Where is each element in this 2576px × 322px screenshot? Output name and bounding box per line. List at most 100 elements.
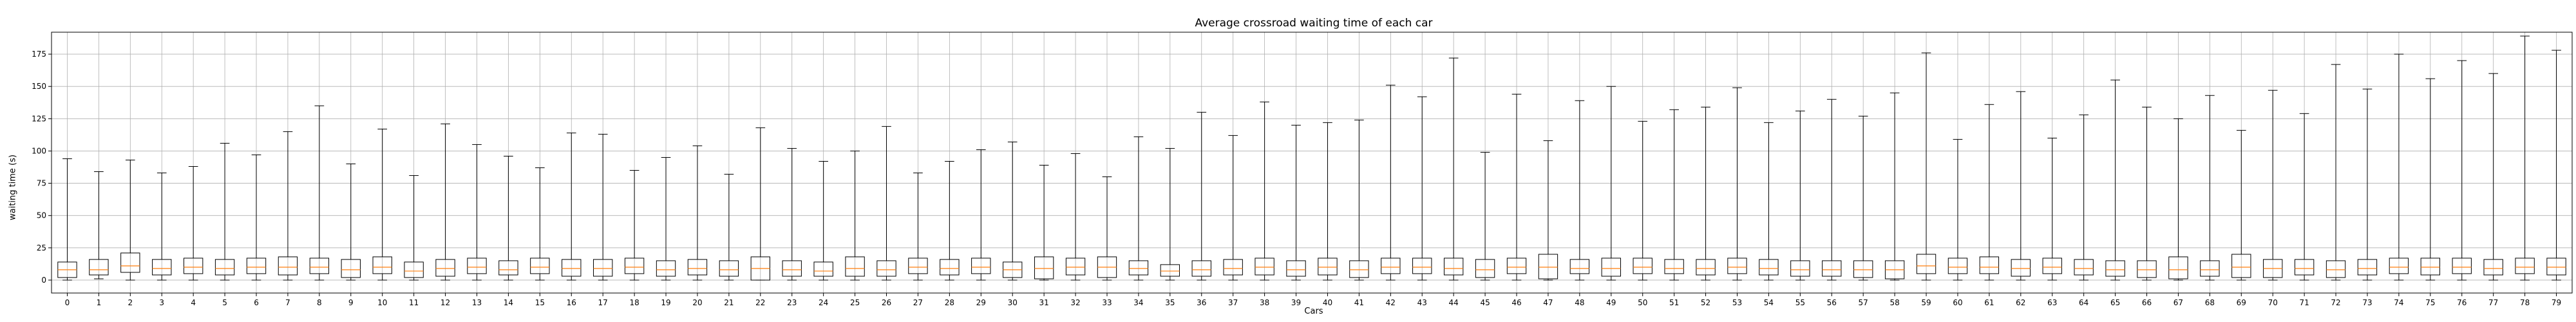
x-tick-label: 20 [692,298,702,307]
x-tick-label: 79 [2552,298,2561,307]
x-tick-label: 27 [913,298,923,307]
x-tick-label: 3 [159,298,164,307]
x-tick-label: 69 [2237,298,2246,307]
x-tick-label: 19 [661,298,670,307]
x-tick-label: 68 [2205,298,2215,307]
box [120,252,140,273]
box [183,258,204,274]
box [2294,259,2315,276]
x-tick-label: 14 [504,298,513,307]
x-tick-label: 38 [1260,298,1269,307]
x-tick-label: 57 [1859,298,1868,307]
box [1128,260,1149,276]
x-tick-label: 37 [1228,298,1238,307]
x-tick-label: 8 [317,298,322,307]
box [562,259,582,277]
box [309,258,330,274]
box [2200,260,2220,277]
x-tick-label: 25 [850,298,860,307]
y-tick-label: 25 [37,243,46,252]
y-tick-label: 125 [32,114,46,123]
y-tick-label: 150 [32,82,46,91]
x-tick-label: 76 [2457,298,2467,307]
box [498,260,518,276]
x-tick-label: 78 [2520,298,2530,307]
box [1349,260,1369,278]
x-tick-label: 31 [1039,298,1048,307]
box [1318,258,1338,276]
x-tick-label: 77 [2488,298,2498,307]
box [2325,260,2346,278]
x-tick-label: 45 [1480,298,1490,307]
x-tick-label: 4 [191,298,196,307]
x-tick-label: 24 [819,298,828,307]
box [1853,260,1873,278]
x-tick-label: 30 [1008,298,1018,307]
x-tick-label: 74 [2394,298,2403,307]
box [2515,258,2535,274]
x-tick-label: 50 [1638,298,1647,307]
x-tick-label: 36 [1197,298,1206,307]
box [1223,259,1243,276]
x-tick-label: 29 [976,298,986,307]
box [278,256,298,276]
x-tick-label: 63 [2047,298,2057,307]
box [782,260,802,277]
box [435,259,455,277]
box [1034,256,1054,279]
x-tick-label: 40 [1323,298,1332,307]
x-tick-label: 75 [2425,298,2435,307]
x-tick-label: 1 [97,298,102,307]
x-tick-label: 64 [2079,298,2088,307]
x-tick-label: 61 [1984,298,1994,307]
x-tick-label: 9 [348,298,354,307]
box [214,259,235,276]
box [152,259,172,276]
y-tick-label: 0 [41,276,46,285]
x-tick-label: 28 [945,298,954,307]
x-tick-label: 2 [128,298,133,307]
box [2546,258,2566,276]
box [656,260,676,277]
x-tick-label: 0 [65,298,70,307]
box [624,258,645,274]
x-tick-label: 5 [222,298,227,307]
x-tick-label: 23 [787,298,797,307]
x-tick-label: 65 [2110,298,2120,307]
box [687,259,708,276]
box [1664,259,1684,274]
x-tick-label: 49 [1606,298,1616,307]
box [1947,258,1968,274]
axes-frame [51,32,2573,294]
box [2042,258,2062,274]
box [246,258,267,274]
x-tick-label: 21 [724,298,734,307]
box [1538,254,1558,279]
box [1633,258,1653,274]
x-tick-label: 44 [1449,298,1459,307]
box [719,260,739,277]
box [1065,258,1086,276]
x-tick-label: 66 [2142,298,2152,307]
x-tick-label: 54 [1764,298,1774,307]
x-tick-label: 70 [2268,298,2278,307]
y-tick-label: 50 [37,211,46,220]
box [2483,259,2503,276]
box [2357,259,2378,276]
x-axis-label: Cars [1304,307,1323,316]
x-tick-label: 42 [1386,298,1396,307]
box [2231,254,2251,278]
box [876,260,896,277]
box [1381,258,1401,274]
box [2420,258,2441,276]
box [1443,258,1464,276]
x-tick-label: 73 [2362,298,2372,307]
x-tick-label: 18 [629,298,639,307]
x-tick-label: 41 [1354,298,1364,307]
box [1979,256,2000,274]
x-tick-label: 16 [567,298,576,307]
x-tick-label: 35 [1165,298,1175,307]
x-tick-label: 10 [377,298,387,307]
